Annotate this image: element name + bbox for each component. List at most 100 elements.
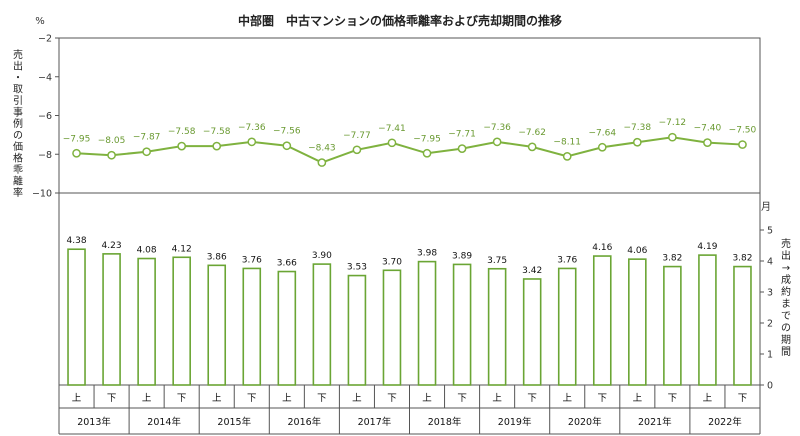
bar <box>312 263 332 386</box>
bar <box>698 254 717 386</box>
line-data-label: −7.64 <box>588 128 616 138</box>
bar <box>137 257 156 386</box>
x-tick-half: 上 <box>142 393 152 404</box>
right-axis-unit: 月 <box>761 201 771 213</box>
bar-data-label: 4.12 <box>172 244 192 254</box>
x-axis: 上 下 上 下 上 下 上 下 上 下 上 下 上 下 上 下 上 下 上 下 2013年 2014年 2015年 2016年… <box>58 385 761 435</box>
line-point <box>72 148 81 158</box>
bar <box>452 263 472 386</box>
bar <box>663 265 682 386</box>
bar-data-label: 4.38 <box>67 236 87 246</box>
bar-data-label: 4.06 <box>627 246 647 256</box>
line-point <box>212 141 222 151</box>
bar <box>207 264 227 386</box>
bar-data-label: 3.66 <box>277 259 297 269</box>
x-tick-half: 下 <box>387 393 397 404</box>
bar <box>487 267 507 386</box>
bar-data-label: 4.16 <box>592 243 612 253</box>
x-tick-half: 下 <box>738 393 748 404</box>
line-point <box>317 158 327 167</box>
x-tick-half: 下 <box>457 393 467 404</box>
bar-data-label: 3.53 <box>347 263 367 273</box>
right-tick-label: 1 <box>767 350 773 361</box>
line-point <box>247 137 257 147</box>
series-line <box>76 136 743 164</box>
x-tick-half: 下 <box>177 393 187 404</box>
line-data-label: −8.43 <box>308 144 336 154</box>
chart-title: 中部圏 中古マンションの価格乖離率および売却期間の推移 <box>238 13 562 28</box>
line-data-label: −7.95 <box>63 134 91 144</box>
line-point <box>527 142 537 152</box>
line-point <box>457 144 467 153</box>
line-point <box>422 148 432 158</box>
bar-data-label: 3.82 <box>732 254 752 264</box>
bar-data-label: 3.82 <box>662 254 682 264</box>
x-tick-half: 下 <box>598 393 608 404</box>
line-data-label: −7.87 <box>133 133 161 143</box>
line-data-label: −7.41 <box>378 124 406 134</box>
line-data-label: −8.11 <box>553 137 581 147</box>
bar <box>522 278 542 386</box>
bar-data-label: 3.42 <box>522 266 542 276</box>
bar-data-label: 3.89 <box>452 251 472 261</box>
x-tick-year: 2015年 <box>217 416 251 428</box>
line-data-label: −7.58 <box>203 127 231 137</box>
bar <box>733 265 752 386</box>
line-point <box>282 141 292 151</box>
x-tick-half: 上 <box>72 393 82 404</box>
line-point <box>632 137 642 147</box>
bar-data-label: 3.70 <box>382 257 402 267</box>
x-tick-half: 上 <box>422 393 432 404</box>
x-tick-half: 下 <box>317 393 327 404</box>
left-tick-label: −2 <box>38 34 52 45</box>
bar <box>347 274 367 386</box>
x-tick-half: 上 <box>352 393 362 404</box>
bar-data-label: 4.19 <box>697 242 717 252</box>
line-point <box>107 150 116 160</box>
line-data-label: −7.50 <box>729 126 757 136</box>
bar <box>242 267 262 386</box>
line-point <box>352 145 362 155</box>
x-tick-half: 下 <box>668 393 678 404</box>
left-axis-ticks: −2 −4 −6 −8 −10 <box>32 34 59 200</box>
left-axis-title: 売出・取引事例の価格乖離率 <box>13 48 23 199</box>
x-tick-half: 下 <box>247 393 257 404</box>
right-axis-label: 売出→成約までの期間 <box>781 237 791 358</box>
x-tick-year: 2022年 <box>708 416 742 428</box>
x-tick-half: 上 <box>703 393 713 404</box>
line-data-label: −7.40 <box>694 124 722 134</box>
x-tick-year: 2016年 <box>288 416 322 428</box>
right-tick-label: 5 <box>767 226 773 237</box>
x-tick-half: 上 <box>562 393 572 404</box>
x-tick-half: 上 <box>633 393 643 404</box>
left-tick-label: −6 <box>38 111 52 122</box>
line-data-label: −7.77 <box>343 131 371 141</box>
left-tick-label: −8 <box>38 150 52 161</box>
bar <box>417 260 437 386</box>
bar-data-label: 3.98 <box>417 249 437 259</box>
x-tick-half: 上 <box>492 393 502 404</box>
bar-data-label: 3.90 <box>312 251 332 261</box>
bar <box>67 248 86 386</box>
line-point <box>703 138 712 147</box>
line-point <box>597 142 607 152</box>
right-axis-ticks: 0 1 2 3 4 5 <box>760 226 773 392</box>
plot-area <box>58 37 761 386</box>
bar-data-label: 3.75 <box>487 256 507 266</box>
line-data-label: −8.05 <box>98 136 126 146</box>
bar-data-label: 3.76 <box>242 255 262 265</box>
line-point <box>142 147 151 157</box>
line-data-label: −7.56 <box>273 127 301 137</box>
bar-series <box>67 248 752 386</box>
bar <box>628 258 647 386</box>
x-tick-half: 下 <box>107 393 117 404</box>
x-tick-year: 2013年 <box>77 416 111 428</box>
left-tick-label: −4 <box>38 72 52 83</box>
bar-data-label: 3.86 <box>207 252 227 262</box>
x-tick-year: 2021年 <box>638 416 672 428</box>
right-tick-label: 2 <box>767 319 773 330</box>
x-tick-year: 2018年 <box>428 416 462 428</box>
line-data-label: −7.12 <box>659 118 687 128</box>
bar <box>102 253 121 386</box>
